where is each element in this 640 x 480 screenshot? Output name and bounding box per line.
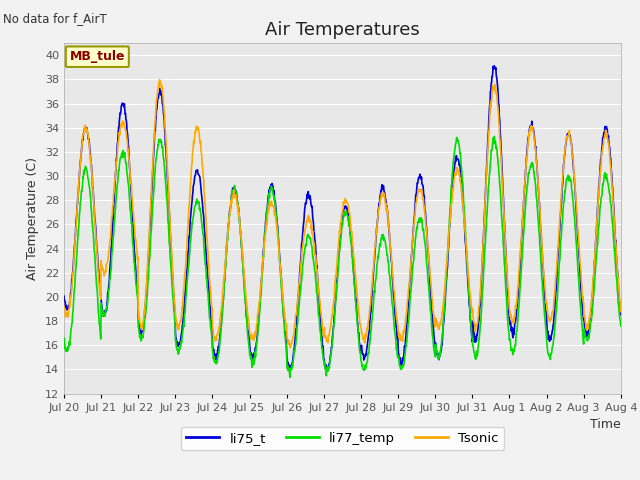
Line: Tsonic: Tsonic: [64, 80, 621, 348]
li77_temp: [60, 335, 68, 341]
li77_temp: [286, 374, 294, 380]
li75_t: [60, 293, 68, 299]
li77_temp: [490, 133, 498, 139]
li75_t: [324, 369, 332, 374]
Text: MB_tule: MB_tule: [70, 50, 125, 63]
li75_t: [184, 254, 191, 260]
li77_temp: [170, 310, 178, 315]
li77_temp: [617, 323, 625, 329]
Line: li75_t: li75_t: [64, 66, 621, 372]
Title: Air Temperatures: Air Temperatures: [265, 21, 420, 39]
Tsonic: [60, 304, 68, 310]
Tsonic: [617, 309, 625, 314]
Tsonic: [171, 300, 179, 306]
li75_t: [246, 348, 254, 353]
li75_t: [617, 312, 625, 318]
Legend: li75_t, li77_temp, Tsonic: li75_t, li77_temp, Tsonic: [180, 427, 504, 450]
li77_temp: [429, 337, 437, 343]
Tsonic: [429, 312, 437, 317]
X-axis label: Time: Time: [590, 418, 621, 431]
li75_t: [429, 324, 437, 330]
li75_t: [552, 294, 559, 300]
Tsonic: [184, 217, 192, 223]
Text: No data for f_AirT: No data for f_AirT: [3, 12, 107, 25]
Tsonic: [156, 77, 163, 83]
Tsonic: [502, 256, 510, 262]
li77_temp: [246, 350, 254, 356]
li77_temp: [502, 292, 510, 298]
Line: li77_temp: li77_temp: [64, 136, 621, 377]
Tsonic: [287, 345, 294, 350]
li77_temp: [184, 270, 191, 276]
Tsonic: [552, 282, 559, 288]
li75_t: [502, 261, 510, 266]
Tsonic: [246, 335, 254, 340]
li75_t: [170, 304, 178, 310]
Y-axis label: Air Temperature (C): Air Temperature (C): [26, 157, 39, 280]
li77_temp: [552, 320, 559, 326]
li75_t: [490, 63, 498, 69]
